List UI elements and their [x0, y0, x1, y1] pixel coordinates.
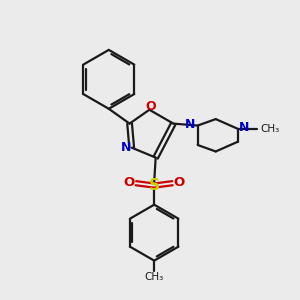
- Text: S: S: [149, 178, 160, 193]
- Text: O: O: [124, 176, 135, 189]
- Text: N: N: [184, 118, 195, 131]
- Text: N: N: [121, 141, 132, 154]
- Text: N: N: [239, 121, 250, 134]
- Text: CH₃: CH₃: [145, 272, 164, 282]
- Text: O: O: [146, 100, 156, 113]
- Text: CH₃: CH₃: [261, 124, 280, 134]
- Text: O: O: [173, 176, 184, 189]
